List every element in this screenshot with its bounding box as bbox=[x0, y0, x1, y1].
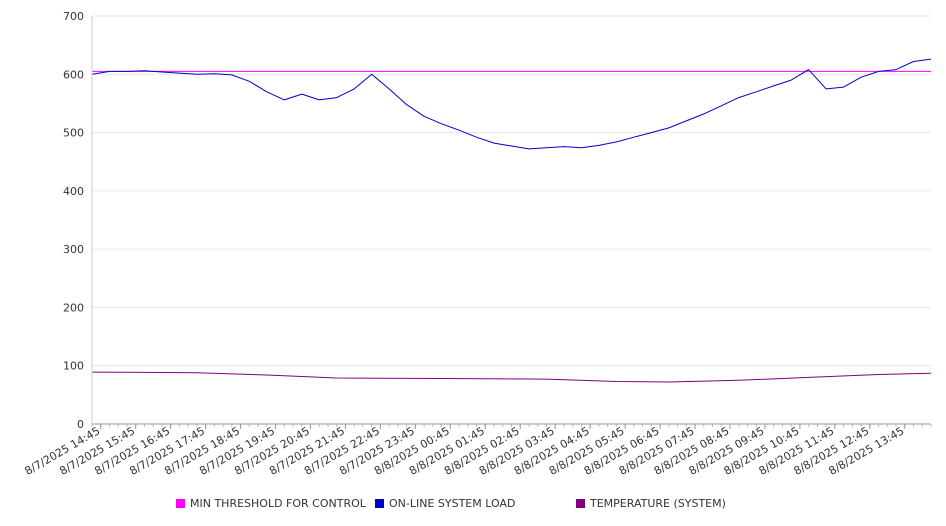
y-tick-label-0: 0 bbox=[77, 418, 84, 431]
legend-label-temperature: TEMPERATURE (SYSTEM) bbox=[590, 497, 726, 510]
y-tick-label-300: 300 bbox=[63, 243, 84, 256]
legend: MIN THRESHOLD FOR CONTROL ON-LINE SYSTEM… bbox=[0, 497, 946, 515]
y-tick-label-600: 600 bbox=[63, 68, 84, 81]
legend-item-temperature[interactable]: TEMPERATURE (SYSTEM) bbox=[576, 497, 726, 510]
legend-swatch-temperature bbox=[576, 499, 585, 508]
x-axis-ticks: 8/7/2025 14:458/7/2025 15:458/7/2025 16:… bbox=[22, 424, 932, 478]
series-lines bbox=[91, 58, 932, 383]
y-tick-label-200: 200 bbox=[63, 301, 84, 314]
series-line-2 bbox=[91, 371, 932, 383]
legend-swatch-system-load bbox=[375, 499, 384, 508]
grid-lines bbox=[92, 15, 931, 367]
line-chart: 0 100 200 300 400 500 600 700 8/7/2025 14:458/7… bbox=[22, 10, 932, 478]
series-line-1 bbox=[91, 58, 932, 150]
y-tick-label-500: 500 bbox=[63, 127, 84, 140]
y-tick-label-400: 400 bbox=[63, 185, 84, 198]
legend-item-min-threshold[interactable]: MIN THRESHOLD FOR CONTROL bbox=[176, 497, 366, 510]
legend-swatch-min-threshold bbox=[176, 499, 185, 508]
y-tick-label-700: 700 bbox=[63, 10, 84, 23]
legend-label-min-threshold: MIN THRESHOLD FOR CONTROL bbox=[190, 497, 366, 510]
y-axis-ticks: 0 100 200 300 400 500 600 700 bbox=[63, 10, 84, 431]
legend-item-system-load[interactable]: ON-LINE SYSTEM LOAD bbox=[375, 497, 515, 510]
legend-label-system-load: ON-LINE SYSTEM LOAD bbox=[389, 497, 516, 510]
y-tick-label-100: 100 bbox=[63, 360, 84, 373]
